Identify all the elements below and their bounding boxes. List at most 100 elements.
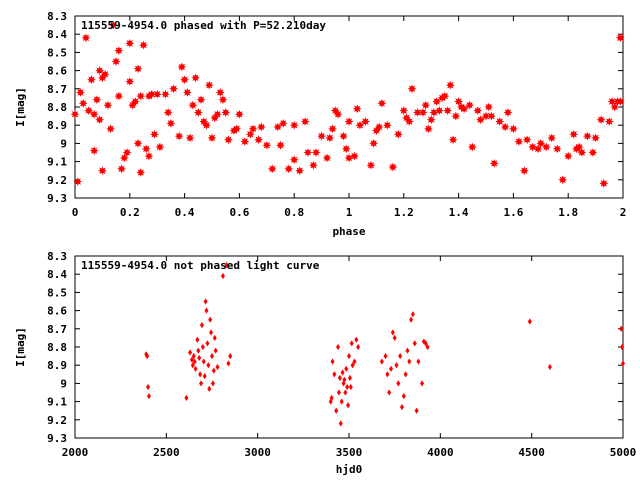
data-point — [300, 117, 310, 126]
data-point — [615, 97, 625, 106]
data-point — [495, 117, 505, 126]
data-point — [278, 118, 288, 128]
data-point — [489, 159, 499, 168]
data-point — [352, 358, 357, 365]
y-tick-label: 8.3 — [47, 250, 67, 263]
data-point — [180, 75, 190, 85]
data-point — [533, 144, 543, 154]
x-tick-label: 2000 — [62, 446, 89, 459]
data-point — [191, 352, 196, 360]
data-point — [416, 358, 421, 365]
x-tick-label: 4500 — [518, 446, 545, 459]
data-point — [379, 358, 384, 365]
x-tick-label: 3000 — [244, 446, 271, 459]
data-point — [188, 349, 193, 356]
data-point — [620, 343, 625, 351]
data-point — [220, 272, 225, 280]
data-point — [221, 108, 231, 117]
data-point — [552, 144, 562, 154]
y-tick-label: 9.1 — [47, 156, 67, 169]
data-point — [207, 133, 217, 143]
y-tick-label: 8.8 — [47, 341, 67, 354]
x-tick-label: 4000 — [427, 446, 454, 459]
data-point — [541, 142, 551, 152]
y-tick-label: 8.5 — [47, 286, 67, 299]
data-point — [346, 352, 352, 360]
data-point — [146, 383, 151, 391]
data-point — [317, 131, 327, 141]
y-axis-label: I[mag] — [14, 87, 27, 127]
x-tick-label: 0.6 — [229, 206, 249, 219]
data-point — [355, 120, 365, 130]
y-tick-label: 9.2 — [47, 414, 67, 427]
data-point — [435, 106, 444, 116]
x-tick-label: 2500 — [153, 446, 180, 459]
data-point — [604, 117, 614, 126]
data-point — [218, 95, 228, 105]
data-point — [73, 177, 83, 187]
data-point — [322, 153, 332, 163]
data-point — [97, 166, 107, 176]
data-point — [344, 153, 354, 163]
data-point — [426, 115, 436, 125]
data-point — [340, 369, 345, 376]
data-point — [407, 358, 412, 365]
data-point — [615, 33, 625, 43]
data-point — [574, 142, 584, 152]
y-tick-label: 9.1 — [47, 396, 67, 409]
data-point — [78, 98, 88, 108]
data-point — [487, 111, 496, 121]
data-point — [465, 100, 474, 110]
data-point — [329, 394, 334, 402]
y-tick-label: 8.6 — [47, 305, 67, 318]
data-point — [563, 151, 573, 161]
data-point — [145, 352, 150, 360]
x-tick-label: 0.8 — [284, 206, 304, 219]
data-point — [89, 146, 99, 156]
data-point — [133, 138, 143, 148]
x-tick-label: 1 — [346, 206, 353, 219]
data-point — [356, 343, 361, 351]
data-point — [414, 407, 419, 414]
data-point — [619, 325, 624, 332]
data-point — [519, 166, 529, 176]
data-point — [108, 20, 118, 30]
data-point — [387, 389, 392, 396]
data-point — [76, 88, 85, 97]
data-point — [185, 133, 195, 143]
data-point — [349, 340, 354, 347]
chart-title: 115559-4954.0 phased with P=52.210day — [81, 19, 326, 32]
data-point — [421, 100, 431, 110]
data-point — [122, 148, 132, 157]
data-point — [342, 376, 347, 383]
y-tick-label: 8.8 — [47, 101, 67, 114]
data-point — [224, 261, 229, 269]
data-point — [95, 115, 105, 125]
y-tick-label: 8.4 — [47, 28, 67, 41]
data-point — [111, 57, 121, 66]
data-point — [341, 144, 351, 154]
data-point — [347, 374, 352, 382]
data-point — [202, 372, 207, 380]
y-tick-label: 8.9 — [47, 359, 67, 372]
data-point — [401, 392, 406, 400]
data-point — [208, 316, 213, 323]
data-point — [209, 329, 214, 336]
data-point — [412, 340, 417, 347]
data-point — [163, 108, 173, 117]
data-point — [528, 142, 537, 152]
data-point — [361, 117, 370, 126]
data-point — [352, 104, 362, 114]
data-point — [423, 340, 428, 347]
x-tick-label: 5000 — [610, 446, 637, 459]
data-point — [407, 84, 417, 94]
data-point — [213, 109, 222, 119]
data-point — [383, 352, 388, 360]
data-point — [205, 340, 210, 347]
data-point — [476, 115, 485, 125]
data-point — [191, 73, 200, 83]
data-point — [228, 352, 233, 360]
data-point — [188, 100, 198, 110]
data-point — [210, 380, 215, 387]
